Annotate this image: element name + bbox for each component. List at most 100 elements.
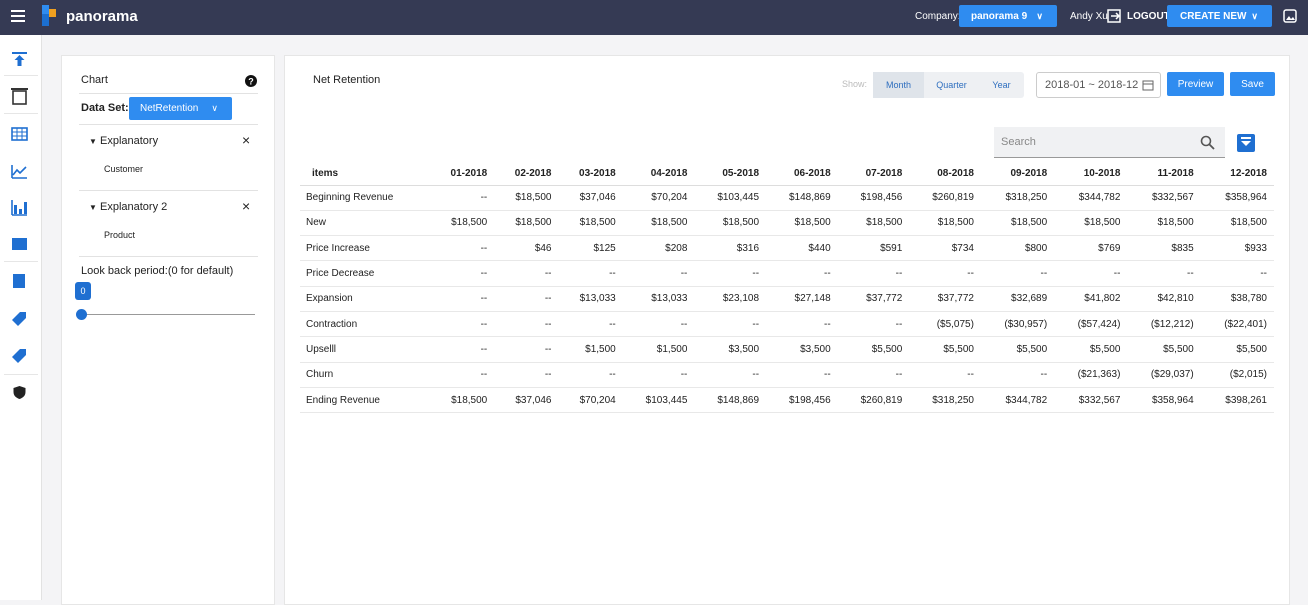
dataset-label: Data Set: — [81, 102, 129, 114]
cell: $18,500 — [1200, 210, 1274, 237]
cell: -- — [694, 362, 767, 388]
cell: $18,500 — [430, 210, 495, 237]
cell: -- — [430, 311, 495, 338]
dataset-select[interactable]: NetRetention ∨ — [129, 97, 232, 120]
show-label: Show: — [842, 79, 868, 89]
line-chart-icon[interactable] — [11, 165, 27, 179]
lookback-label: Look back period:(0 for default) — [81, 265, 234, 277]
cell: $23,108 — [694, 286, 767, 312]
cell: $835 — [1127, 235, 1201, 262]
row-label: Price Decrease — [300, 260, 430, 287]
cell: -- — [430, 235, 495, 262]
cell: ($30,957) — [980, 311, 1055, 338]
help-icon[interactable]: ? — [245, 75, 257, 87]
cell: $18,500 — [766, 210, 838, 237]
security-icon[interactable] — [13, 386, 26, 399]
cell: $260,819 — [909, 185, 981, 211]
brand: panorama — [66, 8, 138, 25]
save-button[interactable]: Save — [1230, 72, 1275, 96]
explanatory-title[interactable]: ▼ Explanatory — [89, 135, 159, 147]
cell: $70,204 — [558, 387, 623, 414]
search-icon[interactable] — [1200, 135, 1215, 150]
cell: ($29,037) — [1127, 362, 1201, 388]
period-button[interactable]: Quarter — [936, 80, 967, 90]
cell: $198,456 — [766, 387, 838, 414]
logout[interactable]: LOGOUT — [1127, 11, 1170, 22]
table-row: Churn -- -- -- -- -- -- -- -- -- ($21,363) ($29,037… — [300, 362, 1274, 388]
remove-icon[interactable]: × — [242, 198, 251, 214]
tag-icon[interactable] — [12, 312, 26, 326]
table-row: Expansion -- -- $13,033 $13,033 $23,108 $27,14… — [300, 286, 1274, 312]
period-button[interactable]: Year — [992, 80, 1011, 90]
column-header: 07-2018 — [837, 163, 910, 186]
cell: -- — [430, 260, 495, 287]
upload-icon[interactable] — [12, 52, 27, 54]
cell: $32,689 — [980, 286, 1055, 312]
cell: ($57,424) — [1054, 311, 1128, 338]
cell: $18,500 — [558, 210, 623, 237]
cell: -- — [494, 336, 559, 363]
cell: $42,810 — [1127, 286, 1201, 312]
cell: $41,802 — [1054, 286, 1128, 312]
settings-panel: Chart ? Data Set: NetRetention ∨ ▼ Explan… — [61, 55, 275, 605]
preview-button[interactable]: Preview — [1167, 72, 1224, 96]
column-header: items — [300, 163, 430, 186]
cell: -- — [837, 311, 910, 338]
cell: $37,772 — [837, 286, 910, 312]
cell: -- — [622, 311, 695, 338]
search-placeholder: Search — [1001, 136, 1036, 148]
cell: $198,456 — [837, 185, 910, 211]
logout-icon[interactable] — [1107, 9, 1121, 23]
cell: -- — [622, 260, 695, 287]
cell: -- — [909, 362, 981, 388]
column-header: 10-2018 — [1054, 163, 1128, 186]
menu-icon[interactable] — [11, 9, 26, 23]
cell: -- — [1054, 260, 1128, 287]
cell: ($2,015) — [1200, 362, 1274, 388]
cell: ($12,212) — [1127, 311, 1201, 338]
cell: -- — [494, 260, 559, 287]
tag-icon-2[interactable] — [12, 349, 26, 363]
row-label: Ending Revenue — [300, 387, 430, 414]
company-select[interactable]: panorama 9 ∨ — [959, 5, 1057, 27]
report-title: Net Retention — [313, 74, 381, 86]
slider-handle[interactable] — [76, 309, 87, 320]
cell: $125 — [558, 235, 623, 262]
search-box[interactable]: Search — [994, 127, 1225, 158]
calendar-icon[interactable] — [1142, 79, 1154, 91]
cell: -- — [558, 362, 623, 388]
cell: -- — [430, 286, 495, 312]
report-icon[interactable] — [12, 238, 27, 250]
cell: ($21,363) — [1054, 362, 1128, 388]
cell: ($22,401) — [1200, 311, 1274, 338]
gallery-icon[interactable] — [1283, 9, 1297, 23]
bar-chart-icon[interactable] — [11, 200, 27, 216]
cell: $344,782 — [980, 387, 1055, 414]
cell: $70,204 — [622, 185, 695, 211]
download-icon[interactable] — [1237, 133, 1255, 152]
remove-icon[interactable]: × — [242, 132, 251, 148]
cell: -- — [766, 260, 838, 287]
cell: -- — [494, 286, 559, 312]
explanatory-title[interactable]: ▼ Explanatory 2 — [89, 201, 168, 213]
row-label: Upselll — [300, 336, 430, 363]
create-new-button[interactable]: CREATE NEW ∨ — [1167, 5, 1272, 27]
cell: -- — [909, 260, 981, 287]
cell: $18,500 — [430, 387, 495, 414]
cell: $18,500 — [694, 210, 767, 237]
delete-icon[interactable] — [12, 90, 27, 105]
panel-title: Chart — [81, 74, 108, 86]
cell: -- — [430, 336, 495, 363]
create-new-label: CREATE NEW — [1180, 10, 1247, 22]
date-range[interactable]: 2018-01 ~ 2018-12 — [1036, 72, 1161, 98]
column-header: 12-2018 — [1200, 163, 1274, 186]
period-button[interactable]: Month — [873, 72, 924, 98]
table-row: Ending Revenue $18,500 $37,046 $70,204 $103,… — [300, 387, 1274, 414]
doc-icon[interactable] — [13, 274, 25, 288]
table-row: Beginning Revenue -- $18,500 $37,046 $70,204… — [300, 185, 1274, 211]
table-row: Price Increase -- $46 $125 $208 $316 $440 $591 $… — [300, 235, 1274, 262]
cell: $358,964 — [1127, 387, 1201, 414]
cell: $18,500 — [837, 210, 910, 237]
table-icon[interactable] — [11, 127, 28, 141]
rail-icons — [4, 52, 38, 399]
